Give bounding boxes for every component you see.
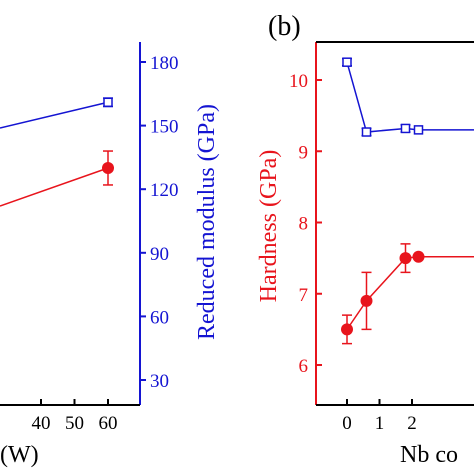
- panel-b-blue-line: [346, 61, 474, 133]
- panel-a-y2-axis-title: Reduced modulus (GPa): [194, 104, 220, 340]
- panel-a-x-axis-title: (W): [0, 442, 39, 468]
- panel-b-red-marker-1: [360, 294, 373, 307]
- panel-a-x-tick-label-50: 50: [65, 413, 84, 434]
- panel-a-y2-tick-label-150: 150: [150, 117, 179, 138]
- panel-b-x-tick-label-0: 0: [342, 413, 352, 434]
- panel-b-x-axis-title: Nb co: [400, 442, 458, 468]
- panel-b-blue-marker-0: [342, 57, 352, 67]
- panel-a-x-tick-label-60: 60: [99, 413, 118, 434]
- panel-b-blue-marker-1: [361, 127, 372, 137]
- panel-b: (b) 6 7 8 9 10 0 1 2 Nb co Hardness (GPa): [256, 11, 474, 468]
- panel-a-y2-tick-label-30: 30: [150, 371, 169, 392]
- panel-b-y-tick-label-6: 6: [299, 356, 309, 377]
- panel-b-y-tick-label-7: 7: [299, 285, 309, 306]
- panel-b-x-tick-label-1: 1: [375, 413, 385, 434]
- panel-b-y-tick-label-10: 10: [289, 71, 308, 92]
- panel-a-y2-tick-label-90: 90: [150, 244, 169, 265]
- panel-a-blue-line: [0, 101, 109, 129]
- panel-a: 30 60 90 120 150 180 40 50 60 (W) Reduced modulus …: [0, 42, 220, 468]
- panel-a-red-marker: [102, 162, 114, 174]
- panel-a-y2-tick-label-60: 60: [150, 307, 169, 328]
- panel-a-y2-tick-label-120: 120: [150, 180, 179, 201]
- panel-b-red-marker-2: [399, 252, 412, 265]
- panel-b-blue-marker-2: [400, 123, 411, 134]
- panel-b-y-tick-label-9: 9: [299, 142, 309, 163]
- panel-b-red-marker-0: [341, 323, 353, 336]
- panel-a-y2-tick-label-180: 180: [150, 53, 179, 74]
- panel-b-x-tick-label-2: 2: [407, 413, 417, 434]
- panel-b-blue-marker-3: [413, 125, 424, 135]
- panel-a-blue-marker: [103, 97, 113, 108]
- panel-a-red-line: [0, 167, 109, 207]
- panel-b-y-axis-title: Hardness (GPa): [256, 150, 282, 303]
- panel-b-y-tick-label-8: 8: [299, 214, 309, 235]
- panel-a-x-tick-label-40: 40: [32, 413, 51, 434]
- panel-b-label: (b): [268, 11, 301, 42]
- panel-b-red-marker-3: [412, 250, 425, 263]
